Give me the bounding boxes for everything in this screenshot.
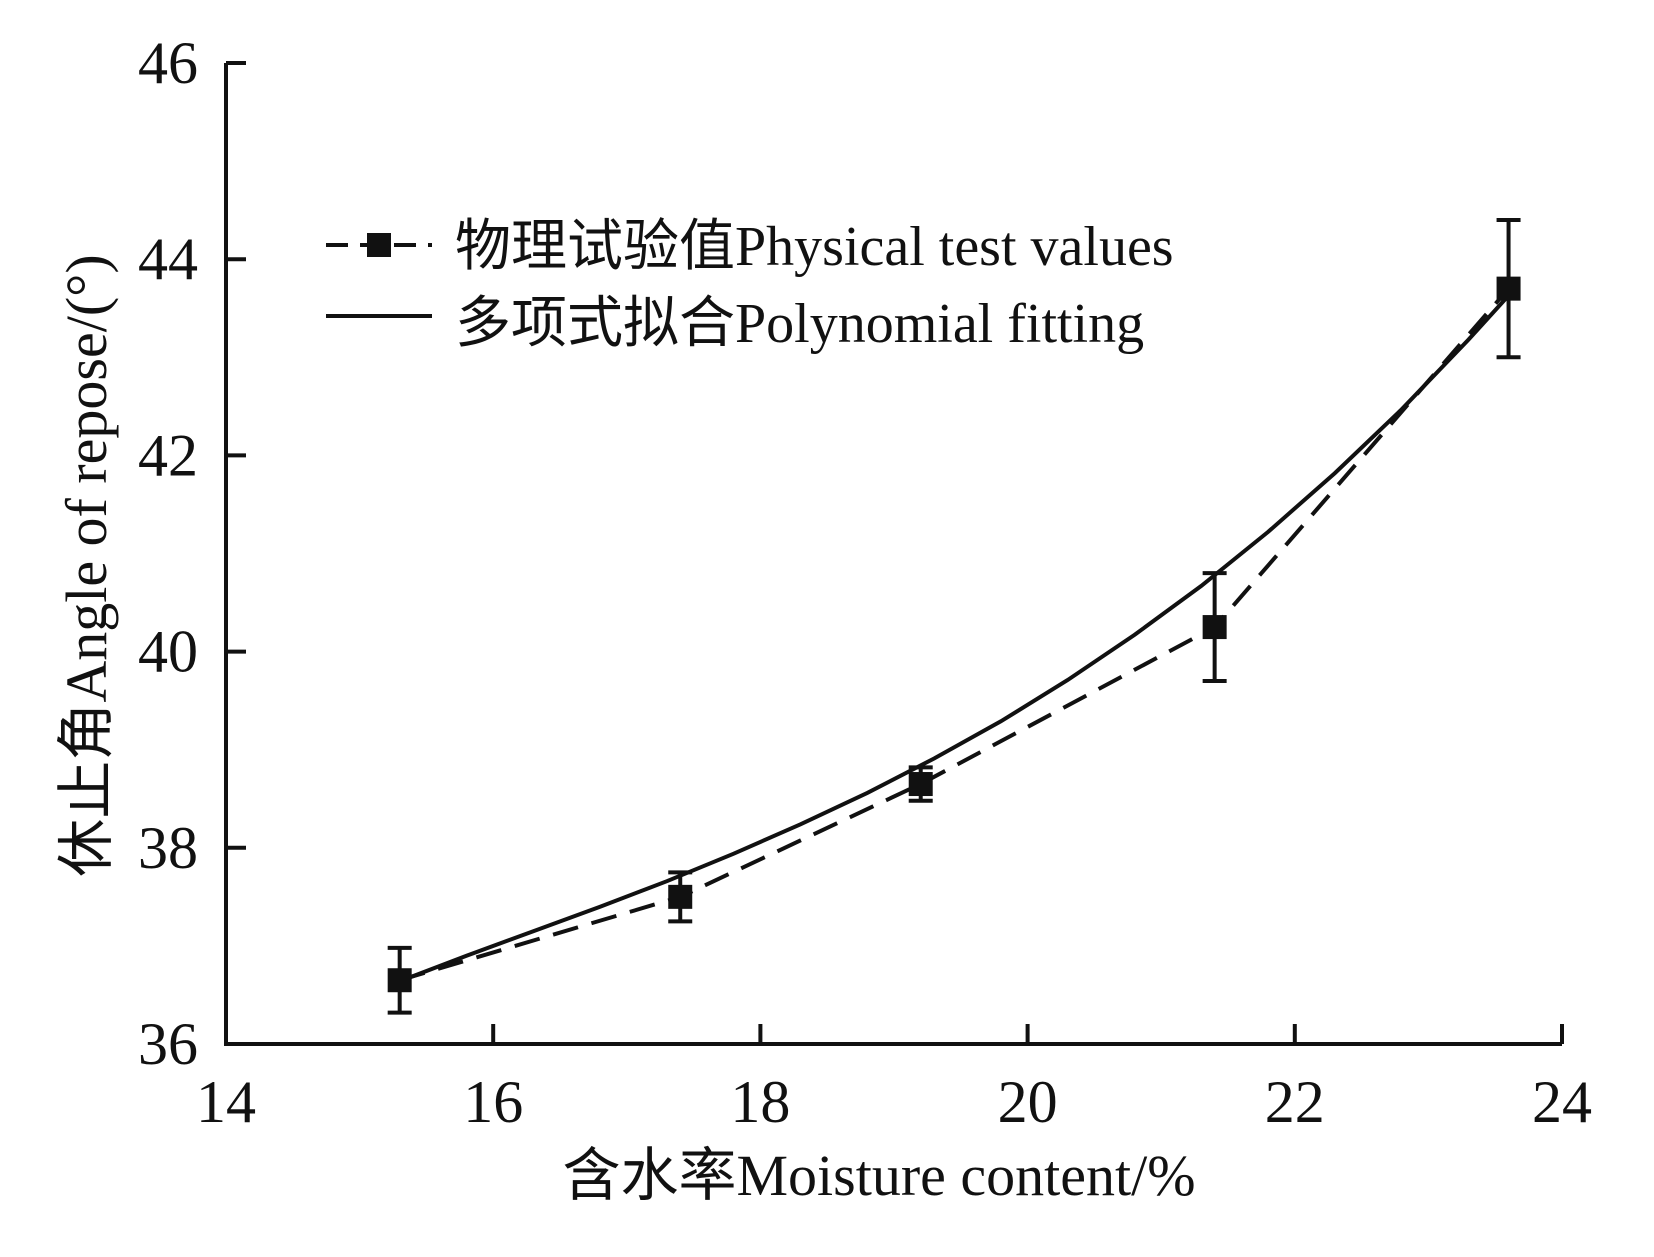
y-tick-label: 46 xyxy=(138,30,198,96)
legend: 物理试验值Physical test values 多项式拟合Polynomial… xyxy=(326,216,1174,355)
test-values-line xyxy=(399,287,1511,983)
legend-label-test-values: 物理试验值Physical test values xyxy=(455,216,1174,278)
plot-area xyxy=(387,217,1521,1015)
data-point-marker xyxy=(1202,615,1227,640)
x-tick-label: 24 xyxy=(1532,1069,1592,1135)
data-point-marker xyxy=(908,772,933,797)
legend-label-polynomial-fit: 多项式拟合Polynomial fitting xyxy=(455,293,1144,355)
y-tick-label: 38 xyxy=(138,815,198,881)
x-tick-label: 14 xyxy=(196,1069,256,1135)
y-axis-title: 休止角Angle of repose/(°) xyxy=(54,254,119,876)
data-point-marker xyxy=(1496,276,1521,301)
fit-curve-line xyxy=(398,294,1511,984)
x-tick-label: 18 xyxy=(730,1069,790,1135)
data-point-marker xyxy=(387,968,412,993)
x-tick-label: 16 xyxy=(463,1069,523,1135)
y-tick-label: 44 xyxy=(138,226,198,292)
y-tick-label: 42 xyxy=(138,422,198,488)
axes: 14 16 18 20 22 24 36 38 40 42 44 46 xyxy=(138,30,1592,1135)
legend-square-marker xyxy=(367,233,391,257)
x-axis-title: 含水率Moisture content/% xyxy=(562,1143,1195,1208)
data-point-marker xyxy=(668,884,693,909)
x-tick-label: 20 xyxy=(998,1069,1058,1135)
y-tick-label: 36 xyxy=(138,1011,198,1077)
x-tick-label: 22 xyxy=(1265,1069,1325,1135)
y-tick-label: 40 xyxy=(138,619,198,685)
